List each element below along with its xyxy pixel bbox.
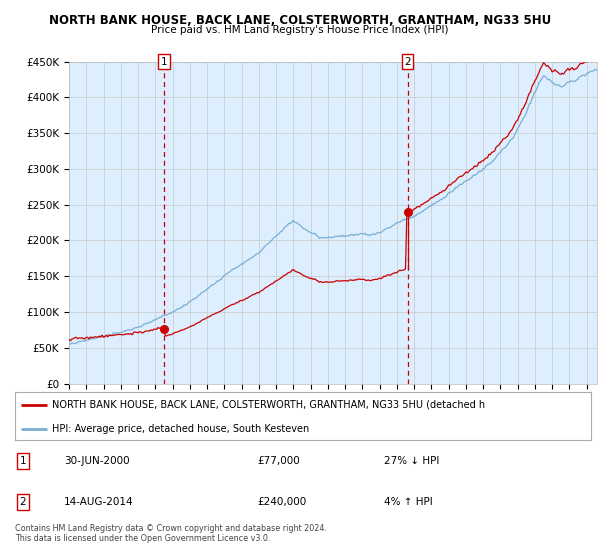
Text: £240,000: £240,000 xyxy=(257,497,306,507)
Text: 1: 1 xyxy=(20,456,26,466)
Text: 1: 1 xyxy=(161,57,167,67)
Text: HPI: Average price, detached house, South Kesteven: HPI: Average price, detached house, Sout… xyxy=(52,424,310,434)
Text: 30-JUN-2000: 30-JUN-2000 xyxy=(64,456,130,466)
Text: 2: 2 xyxy=(404,57,411,67)
Text: NORTH BANK HOUSE, BACK LANE, COLSTERWORTH, GRANTHAM, NG33 5HU: NORTH BANK HOUSE, BACK LANE, COLSTERWORT… xyxy=(49,14,551,27)
Text: £77,000: £77,000 xyxy=(257,456,299,466)
Text: 2: 2 xyxy=(20,497,26,507)
Text: Price paid vs. HM Land Registry's House Price Index (HPI): Price paid vs. HM Land Registry's House … xyxy=(151,25,449,35)
Text: 14-AUG-2014: 14-AUG-2014 xyxy=(64,497,134,507)
Text: NORTH BANK HOUSE, BACK LANE, COLSTERWORTH, GRANTHAM, NG33 5HU (detached h: NORTH BANK HOUSE, BACK LANE, COLSTERWORT… xyxy=(52,400,485,410)
Text: Contains HM Land Registry data © Crown copyright and database right 2024.
This d: Contains HM Land Registry data © Crown c… xyxy=(15,524,327,543)
Text: 4% ↑ HPI: 4% ↑ HPI xyxy=(383,497,433,507)
Text: 27% ↓ HPI: 27% ↓ HPI xyxy=(383,456,439,466)
